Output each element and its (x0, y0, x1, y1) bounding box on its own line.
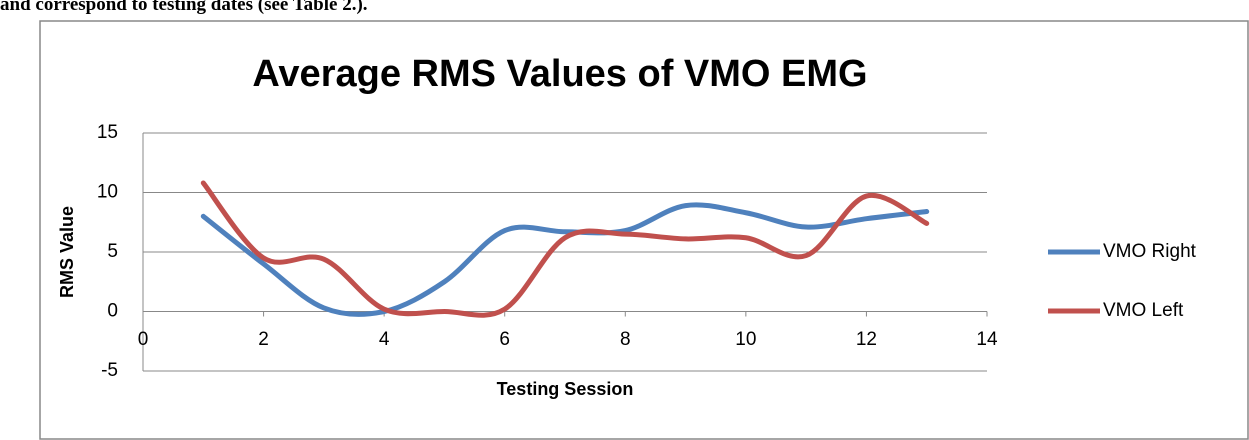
y-tick-label: -5 (101, 360, 118, 381)
x-axis-label: Testing Session (497, 379, 634, 399)
x-tick-label: 2 (258, 329, 269, 350)
document-text: and correspond to testing dates (see Tab… (0, 0, 368, 15)
series-line (200, 202, 930, 317)
legend-label: VMO Left (1103, 300, 1184, 321)
legend-label: VMO Right (1103, 241, 1197, 262)
chart-border (39, 20, 1249, 440)
x-tick-label: 14 (976, 329, 998, 350)
y-tick-label: 0 (107, 301, 118, 322)
y-tick-label: 15 (97, 122, 118, 143)
x-tick-label: 6 (499, 329, 510, 350)
y-tick-label: 10 (97, 182, 118, 203)
x-tick-label: 12 (856, 329, 877, 350)
chart-title: Average RMS Values of VMO EMG (252, 53, 867, 95)
x-tick-label: 8 (620, 329, 631, 350)
x-tick-label: 4 (379, 329, 390, 350)
series-line (200, 180, 930, 318)
x-tick-label: 0 (138, 329, 149, 350)
y-axis-label: RMS Value (57, 206, 77, 298)
y-tick-label: 5 (107, 241, 118, 262)
x-tick-label: 10 (735, 329, 756, 350)
